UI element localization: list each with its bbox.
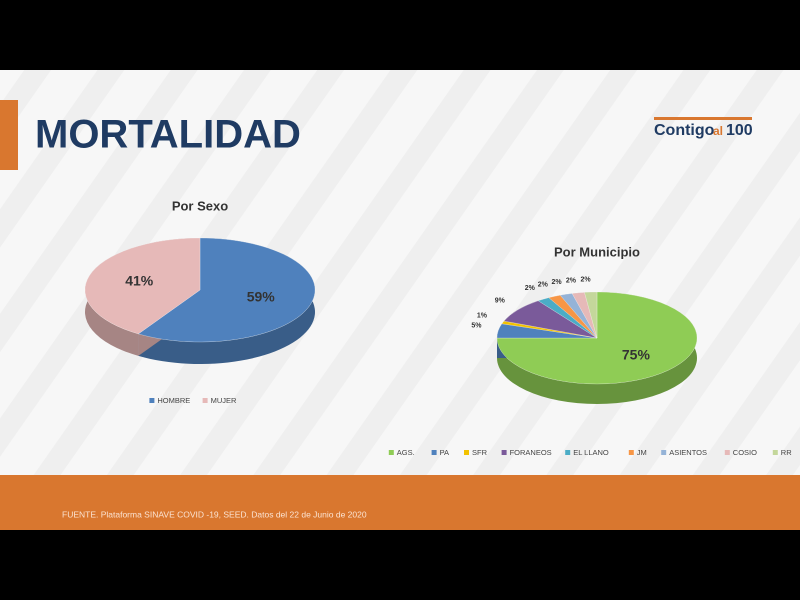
legend-label: MUJER: [211, 396, 237, 405]
legend-swatch: [565, 450, 571, 455]
data-label: 41%: [125, 273, 154, 289]
data-label: 1%: [477, 312, 488, 319]
logo-bar: [654, 117, 752, 120]
data-label: 2%: [566, 278, 577, 285]
legend-swatch: [501, 450, 507, 455]
legend-label: HOMBRE: [157, 396, 190, 405]
slide-title: MORTALIDAD: [35, 113, 301, 157]
accent-tab: [0, 100, 18, 170]
legend-swatch: [661, 450, 667, 455]
data-label: 9%: [495, 298, 506, 305]
legend-label: COSIO: [733, 448, 757, 457]
data-label: 75%: [622, 347, 651, 363]
data-label: 2%: [525, 285, 536, 292]
chart-title: Por Municipio: [554, 244, 640, 259]
legend-swatch: [431, 450, 437, 455]
chart-title: Por Sexo: [172, 198, 228, 213]
legend-label: EL LLANO: [573, 448, 609, 457]
legend-label: SFR: [472, 448, 488, 457]
pie-tops: [84, 237, 316, 343]
logo: Contigo al 100: [654, 117, 753, 139]
logo-text: Contigo: [654, 122, 715, 139]
legend-swatch: [628, 450, 634, 455]
data-label: 5%: [471, 322, 482, 329]
pie-slice: [584, 291, 598, 339]
legend-label: AGS.: [397, 448, 415, 457]
data-label: 59%: [247, 289, 276, 305]
legend-label: ASIENTOS: [669, 448, 707, 457]
data-label: 2%: [551, 279, 562, 286]
pie-slice: [84, 237, 201, 335]
logo-text: 100: [726, 122, 753, 139]
data-label: 2%: [538, 282, 549, 289]
legend-swatch: [464, 450, 469, 455]
legend-swatch: [202, 398, 208, 403]
source-note: FUENTE. Plataforma SINAVE COVID -19, SEE…: [62, 509, 367, 519]
legend-label: FORANEOS: [510, 448, 552, 457]
legend-swatch: [772, 450, 778, 455]
logo-text: al: [713, 124, 723, 138]
legend-label: JM: [637, 448, 647, 457]
pie-slice: [137, 237, 316, 343]
legend-swatch: [388, 450, 394, 455]
legend-swatch: [724, 450, 730, 455]
legend-label: PA: [440, 448, 449, 457]
data-label: 2%: [581, 277, 592, 284]
legend-swatch: [149, 398, 155, 403]
pie-tops: [496, 291, 698, 385]
legend-label: RR: [781, 448, 792, 457]
footer-band: [0, 475, 800, 530]
